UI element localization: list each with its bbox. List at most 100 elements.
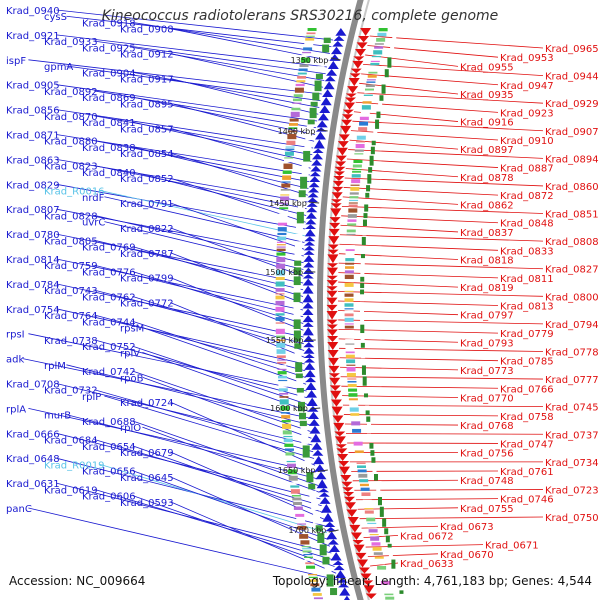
feature-block (362, 219, 367, 226)
feature-block (297, 394, 305, 401)
feature-block (376, 111, 381, 119)
left-gene-label: Krad_0814 (6, 255, 60, 266)
feature-block (308, 574, 318, 576)
feature-block (322, 44, 330, 53)
feature-block (344, 293, 354, 297)
feature-block (294, 350, 302, 361)
feature-block (282, 423, 292, 429)
feature-block (368, 71, 378, 74)
right-gene-label: Krad_0768 (460, 421, 514, 432)
gene-arrow (338, 466, 350, 475)
feature-block (304, 459, 312, 471)
left-connector (28, 333, 307, 392)
left-gene-label: uvrC (82, 218, 105, 229)
gene-arrow (329, 222, 341, 229)
feature-block (332, 596, 340, 600)
feature-block (323, 37, 331, 44)
left-gene-label: Krad_0908 (120, 25, 174, 36)
feature-block (360, 289, 365, 295)
gene-arrow (352, 539, 364, 545)
feature-block (344, 274, 354, 280)
feature-block (363, 213, 368, 219)
left-connector (170, 302, 305, 358)
feature-block (356, 141, 366, 143)
feature-block (276, 241, 286, 243)
left-gene-label: Krad_0754 (6, 305, 60, 316)
gene-arrow (320, 503, 332, 513)
left-gene-label: Krad_0752 (82, 342, 136, 353)
left-gene-label: Krad_0772 (120, 299, 174, 310)
feature-block (301, 163, 309, 176)
feature-block (344, 317, 354, 322)
right-gene-label: Krad_0965 (545, 44, 599, 55)
gene-arrow (326, 311, 338, 320)
right-connector (361, 525, 439, 529)
gene-arrow (344, 102, 356, 110)
gene-arrow (327, 263, 339, 268)
left-gene-label: Krad_0823 (44, 162, 98, 173)
gene-arrow (333, 565, 345, 571)
gene-arrow (323, 81, 335, 90)
feature-block (353, 441, 363, 446)
feature-block (375, 560, 385, 565)
feature-block (360, 342, 365, 348)
feature-block (369, 155, 374, 166)
right-connector (349, 139, 459, 150)
feature-block (358, 473, 368, 478)
right-gene-label: Krad_0851 (545, 210, 599, 221)
feature-block (348, 204, 358, 207)
feature-block (371, 58, 381, 60)
feature-block (295, 233, 303, 240)
left-gene-label: Krad_0870 (44, 112, 98, 123)
label-connector-lines (22, 9, 544, 581)
gene-arrow (302, 326, 314, 336)
feature-block (277, 365, 287, 368)
gene-arrow (327, 60, 339, 69)
feature-block (359, 116, 369, 121)
feature-block (276, 263, 286, 269)
right-gene-label: Krad_0737 (545, 430, 599, 441)
left-gene-label: Krad_R0019 (44, 460, 105, 471)
gene-arrow (342, 114, 354, 120)
right-gene-label: Krad_0756 (460, 449, 514, 460)
feature-block (280, 192, 290, 194)
gene-arrow (319, 496, 331, 504)
gene-arrow (338, 134, 350, 142)
feature-block (385, 535, 390, 543)
right-connector (339, 243, 499, 251)
left-gene-label: Krad_0787 (120, 249, 174, 260)
gene-arrow (305, 218, 317, 225)
feature-block (303, 556, 313, 558)
feature-block (278, 382, 288, 387)
feature-block (285, 452, 295, 456)
feature-block (286, 140, 296, 145)
feature-block (345, 343, 355, 345)
gene-arrow (306, 202, 318, 207)
right-gene-label: Krad_0813 (500, 302, 554, 313)
feature-block (350, 417, 360, 420)
gene-arrow (340, 474, 352, 482)
right-connector (337, 300, 499, 306)
feature-block (365, 410, 370, 415)
feature-block (346, 242, 356, 244)
right-gene-label: Krad_0916 (460, 118, 514, 129)
feature-block (361, 236, 366, 246)
gene-arrow (304, 228, 316, 237)
feature-block (395, 575, 400, 582)
right-connector (338, 338, 459, 343)
left-connector (104, 395, 315, 459)
feature-block (374, 46, 384, 49)
gene-arrow (331, 192, 343, 200)
feature-block (287, 133, 297, 140)
right-gene-label: Krad_0929 (545, 99, 599, 110)
gene-arrow (324, 75, 336, 82)
feature-block (293, 267, 301, 275)
left-connector (56, 383, 313, 446)
feature-block (300, 176, 308, 189)
gene-arrow (302, 278, 314, 286)
feature-block (292, 102, 302, 104)
kbp-tick-marks: 1350 kbp 1400 kbp 1450 kbp 1500 kbp 1550 kbp… (265, 56, 341, 535)
gene-arrow (326, 319, 338, 325)
left-connector (66, 364, 310, 426)
left-connector (94, 215, 304, 264)
